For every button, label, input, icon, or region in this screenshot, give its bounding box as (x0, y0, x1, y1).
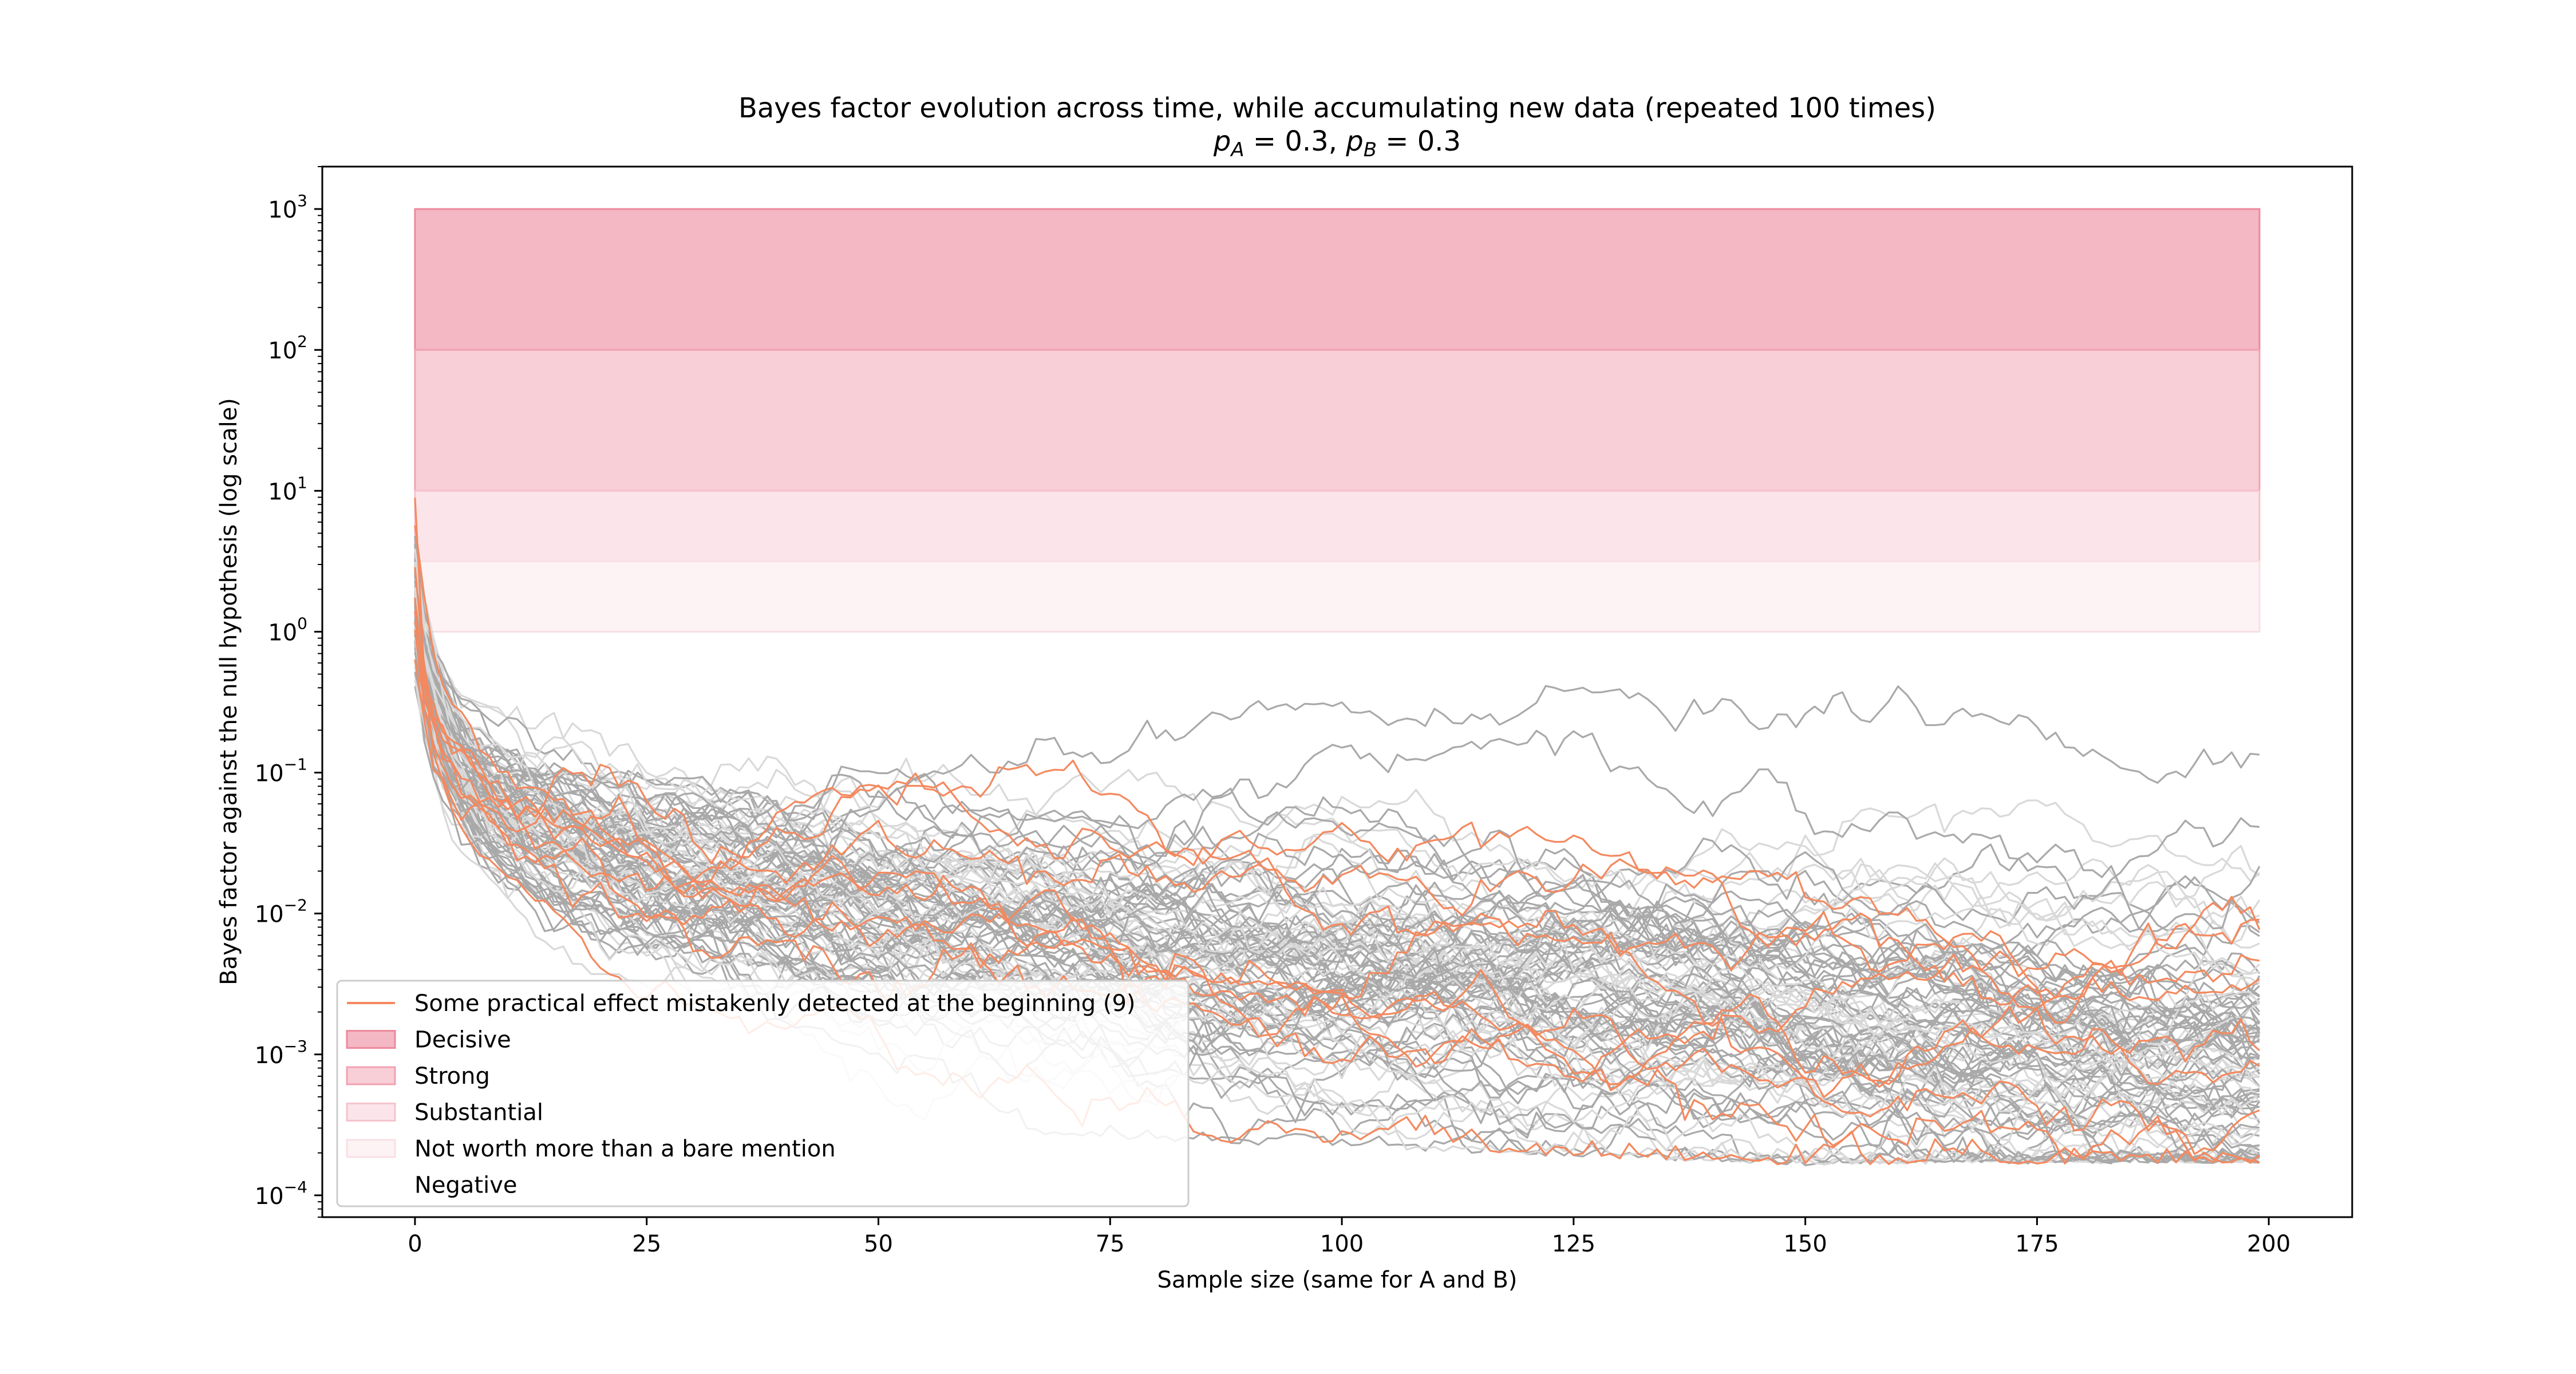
x-axis-label: Sample size (same for A and B) (1157, 1267, 1517, 1293)
x-tick-label-25: 25 (632, 1231, 661, 1257)
legend-box (336, 980, 1190, 1207)
legend-item-strong: Strong (346, 1063, 490, 1089)
chart-subtitle: pA = 0.3, pB = 0.3 (1213, 125, 1461, 161)
band-substantial (414, 489, 2261, 562)
legend-item-substantial: Substantial (346, 1100, 543, 1126)
legend-item-decisive: Decisive (346, 1027, 511, 1053)
subtitle-pb-value: = 0.3 (1377, 125, 1461, 157)
run-line-33 (414, 562, 2260, 1165)
plot-area (414, 208, 2261, 1167)
x-tick-label-175: 175 (2015, 1231, 2059, 1257)
legend-label: Not worth more than a bare mention (414, 1136, 836, 1162)
run-line-99 (414, 562, 2260, 1081)
x-tick-label-150: 150 (1784, 1231, 1827, 1257)
highlighted-run-line-8 (414, 621, 2260, 977)
run-line-92 (414, 605, 2260, 1065)
legend-patch-swatch (346, 1139, 396, 1158)
run-line-67 (414, 598, 2261, 1104)
x-tick-label-100: 100 (1320, 1231, 1364, 1257)
run-line-97 (414, 587, 2260, 1142)
highlighted-run-line-7 (414, 659, 2260, 1006)
run-line-90 (414, 652, 2260, 1001)
x-axis-ticks: 0 25 50 75 100 125 150 175 200 (408, 1217, 2290, 1257)
run-line-57 (414, 666, 2260, 1080)
run-line-21 (414, 615, 2260, 1096)
x-tick-label-200: 200 (2247, 1231, 2290, 1257)
y-axis-label: Bayes factor against the null hypothesis… (216, 398, 242, 985)
axes-frame (321, 165, 2353, 1218)
band-strong (414, 349, 2261, 492)
chart-title: Bayes factor evolution across time, whil… (738, 92, 1936, 124)
legend-label: Some practical effect mistakenly detecte… (414, 990, 1136, 1017)
subtitle-pa-sub: A (1230, 139, 1244, 161)
subtitle-pa-value: = 0.3, (1244, 125, 1346, 157)
highlighted-run-line-4 (414, 611, 2261, 1024)
y-axis-ticks: 10−4 10−3 10−2 10−1 100 101 102 103 (255, 166, 322, 1218)
run-line-75 (414, 672, 2260, 1083)
y-tick-label-−4: 10−4 (255, 1178, 307, 1210)
legend-label: Strong (414, 1063, 490, 1089)
series-lines (414, 498, 2261, 1167)
x-tick-label-125: 125 (1552, 1231, 1595, 1257)
band-not-worth-more-than-a-bare-mention (414, 560, 2261, 633)
highlighted-run-line-3 (414, 567, 2260, 1099)
subtitle-pb-sub: B (1364, 139, 1377, 161)
legend-label: Decisive (414, 1027, 511, 1053)
y-tick-label-2: 102 (268, 332, 307, 364)
legend-item-some-practical-effect-mistakenly-detected-at-the-beginning-9: Some practical effect mistakenly detecte… (347, 990, 1136, 1017)
legend-item-not-worth-more-than-a-bare-mention: Not worth more than a bare mention (346, 1136, 836, 1162)
run-line-84 (414, 581, 2261, 1079)
band-decisive (414, 208, 2261, 351)
evidence-bands (414, 208, 2261, 633)
subtitle-pa-symbol: p (1213, 125, 1231, 157)
run-line-62 (414, 594, 2261, 947)
y-tick-label-−2: 10−2 (255, 896, 307, 928)
run-line-72 (414, 597, 2260, 1097)
run-line-98 (414, 560, 2260, 827)
run-line-93 (414, 618, 2261, 1067)
legend-patch-swatch (346, 1175, 396, 1194)
x-tick-label-75: 75 (1096, 1231, 1125, 1257)
highlighted-run-line-6 (414, 598, 2261, 1164)
legend-label: Substantial (414, 1100, 543, 1126)
run-line-59 (414, 602, 2260, 1155)
legend-patch-swatch (346, 1030, 396, 1049)
x-tick-label-50: 50 (864, 1231, 893, 1257)
run-line-91 (414, 603, 2260, 1127)
legend-label: Negative (414, 1172, 517, 1199)
y-tick-label-−1: 10−1 (255, 755, 307, 787)
run-line-85 (414, 613, 2261, 1075)
run-line-71 (414, 674, 2260, 1164)
legend-item-negative: Negative (346, 1172, 517, 1199)
highlighted-run-line-9 (414, 610, 2260, 1155)
run-line-70 (414, 641, 2261, 1116)
legend-patch-swatch (346, 1066, 396, 1085)
y-tick-label-3: 103 (268, 191, 307, 223)
y-tick-label-1: 101 (268, 473, 307, 505)
legend-patch-swatch (346, 1103, 396, 1122)
y-tick-label-0: 100 (268, 614, 307, 646)
run-line-87 (414, 548, 2261, 1127)
y-tick-label-−3: 10−3 (255, 1037, 307, 1069)
run-line-96 (414, 601, 2260, 1035)
subtitle-pb-symbol: p (1345, 125, 1363, 157)
highlighted-run-line-5 (414, 630, 2260, 1085)
x-tick-label-0: 0 (408, 1231, 422, 1257)
legend: Some practical effect mistakenly detecte… (336, 980, 1190, 1207)
